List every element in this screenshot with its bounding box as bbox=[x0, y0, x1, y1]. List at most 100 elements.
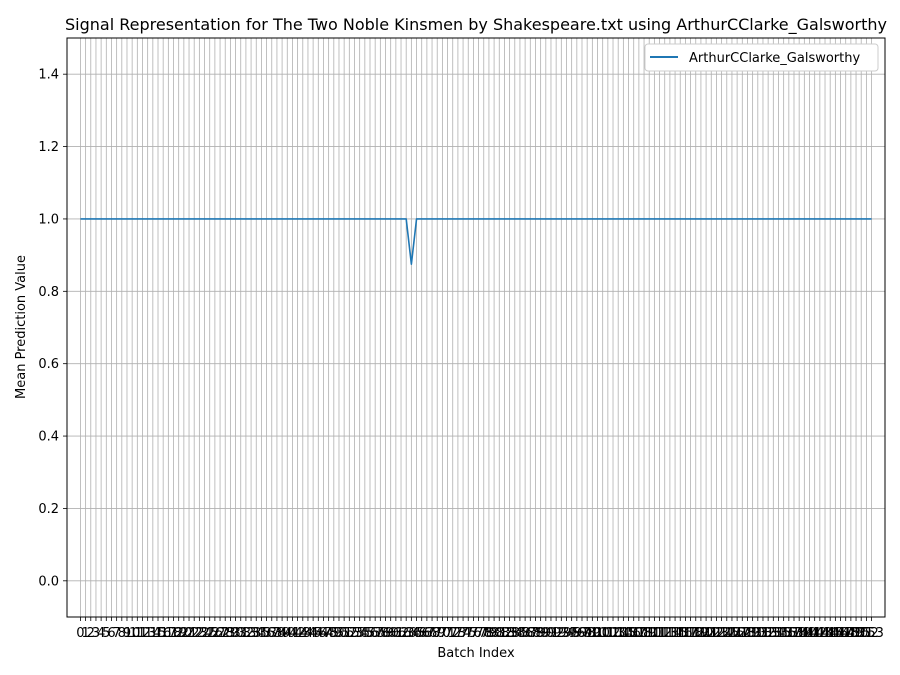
x-tick-label: 20 bbox=[176, 626, 193, 641]
x-tick-label: 3 bbox=[92, 626, 100, 641]
x-tick-label: 44 bbox=[300, 626, 317, 641]
x-tick-label: 6 bbox=[107, 626, 115, 641]
x-tick-label: 77 bbox=[470, 626, 487, 641]
x-tick-label: 89 bbox=[532, 626, 549, 641]
x-tick-label: 8 bbox=[118, 626, 126, 641]
x-tick-label: 82 bbox=[496, 626, 513, 641]
x-tick-label: 92 bbox=[548, 626, 565, 641]
x-tick-label: 83 bbox=[501, 626, 518, 641]
x-tick-label: 40 bbox=[279, 626, 296, 641]
x-tick-label: 46 bbox=[310, 626, 327, 641]
x-tick-label: 63 bbox=[398, 626, 415, 641]
x-tick-label: 87 bbox=[522, 626, 539, 641]
x-tick-label: 21 bbox=[181, 626, 198, 641]
x-tick-label: 73 bbox=[450, 626, 467, 641]
x-tick-label: 150 bbox=[844, 626, 869, 641]
x-tick-label: 137 bbox=[776, 626, 801, 641]
x-tick-label: 72 bbox=[444, 626, 461, 641]
x-tick-label: 32 bbox=[238, 626, 255, 641]
x-tick-label: 38 bbox=[269, 626, 286, 641]
grid-lines bbox=[67, 38, 885, 617]
y-axis-ticks: 0.0 0.2 0.4 0.6 0.8 1.0 1.2 1.4 bbox=[38, 68, 67, 589]
x-tick-label: 74 bbox=[455, 626, 472, 641]
x-tick-label: 129 bbox=[735, 626, 760, 641]
y-axis-label: Mean Prediction Value bbox=[14, 255, 29, 399]
x-tick-label: 22 bbox=[186, 626, 203, 641]
x-tick-label: 49 bbox=[326, 626, 343, 641]
series-layer bbox=[80, 218, 872, 265]
chart-title: Signal Representation for The Two Noble … bbox=[65, 15, 887, 35]
x-tick-label: 86 bbox=[517, 626, 534, 641]
x-tick-label: 114 bbox=[657, 626, 682, 641]
x-tick-label: 9 bbox=[123, 626, 131, 641]
x-tick-label: 142 bbox=[802, 626, 827, 641]
x-tick-label: 37 bbox=[263, 626, 280, 641]
x-tick-label: 45 bbox=[305, 626, 322, 641]
x-tick-label: 93 bbox=[553, 626, 570, 641]
x-tick-label: 112 bbox=[647, 626, 672, 641]
x-tick-label: 65 bbox=[408, 626, 425, 641]
x-tick-label: 4 bbox=[97, 626, 105, 641]
x-tick-label: 101 bbox=[590, 626, 615, 641]
x-tick-label: 2 bbox=[87, 626, 95, 641]
x-tick-label: 134 bbox=[761, 626, 786, 641]
x-tick-label: 43 bbox=[295, 626, 312, 641]
legend-label: ArthurCClarke_Galsworthy bbox=[689, 51, 860, 66]
x-tick-label: 14 bbox=[145, 626, 162, 641]
x-tick-label: 85 bbox=[512, 626, 529, 641]
x-tick-label: 113 bbox=[652, 626, 677, 641]
x-tick-label: 120 bbox=[689, 626, 714, 641]
x-tick-label: 149 bbox=[838, 626, 863, 641]
x-tick-label: 147 bbox=[828, 626, 853, 641]
x-tick-label: 5 bbox=[102, 626, 110, 641]
x-tick-label: 75 bbox=[460, 626, 477, 641]
x-tick-label: 106 bbox=[616, 626, 641, 641]
x-tick-label: 41 bbox=[284, 626, 301, 641]
x-tick-label: 123 bbox=[704, 626, 729, 641]
x-tick-label: 130 bbox=[740, 626, 765, 641]
x-tick-label: 138 bbox=[782, 626, 807, 641]
x-tick-label: 148 bbox=[833, 626, 858, 641]
x-tick-label: 104 bbox=[606, 626, 631, 641]
x-tick-label: 51 bbox=[336, 626, 353, 641]
x-tick-label: 143 bbox=[807, 626, 832, 641]
x-tick-label: 23 bbox=[191, 626, 208, 641]
plot-frame bbox=[66, 37, 886, 618]
x-tick-label: 64 bbox=[403, 626, 420, 641]
x-tick-label: 58 bbox=[372, 626, 389, 641]
x-tick-label: 11 bbox=[129, 626, 146, 641]
x-tick-label: 109 bbox=[632, 626, 657, 641]
y-tick-label: 0.2 bbox=[38, 502, 59, 517]
x-tick-label: 31 bbox=[232, 626, 249, 641]
x-tick-label: 144 bbox=[813, 626, 838, 641]
x-tick-label: 30 bbox=[227, 626, 244, 641]
x-tick-label: 66 bbox=[413, 626, 430, 641]
x-tick-label: 81 bbox=[491, 626, 508, 641]
y-tick-label: 1.4 bbox=[38, 68, 59, 83]
x-tick-label: 97 bbox=[574, 626, 591, 641]
x-tick-label: 59 bbox=[377, 626, 394, 641]
x-tick-label: 116 bbox=[668, 626, 693, 641]
x-tick-label: 141 bbox=[797, 626, 822, 641]
x-tick-label: 110 bbox=[637, 626, 662, 641]
x-tick-label: 0 bbox=[76, 626, 84, 641]
y-tick-label: 1.2 bbox=[38, 140, 59, 155]
x-tick-label: 10 bbox=[124, 626, 141, 641]
y-tick-label: 0.4 bbox=[38, 430, 59, 445]
x-tick-label: 15 bbox=[150, 626, 167, 641]
x-tick-label: 88 bbox=[527, 626, 544, 641]
x-tick-label: 131 bbox=[745, 626, 770, 641]
x-tick-label: 79 bbox=[481, 626, 498, 641]
x-tick-label: 28 bbox=[217, 626, 234, 641]
x-tick-label: 95 bbox=[563, 626, 580, 641]
x-tick-label: 136 bbox=[771, 626, 796, 641]
x-tick-label: 17 bbox=[160, 626, 177, 641]
x-tick-label: 36 bbox=[258, 626, 275, 641]
x-tick-label: 78 bbox=[475, 626, 492, 641]
x-tick-label: 151 bbox=[849, 626, 874, 641]
x-tick-label: 67 bbox=[419, 626, 436, 641]
x-tick-label: 102 bbox=[595, 626, 620, 641]
x-tick-label: 56 bbox=[362, 626, 379, 641]
x-tick-label: 71 bbox=[439, 626, 456, 641]
